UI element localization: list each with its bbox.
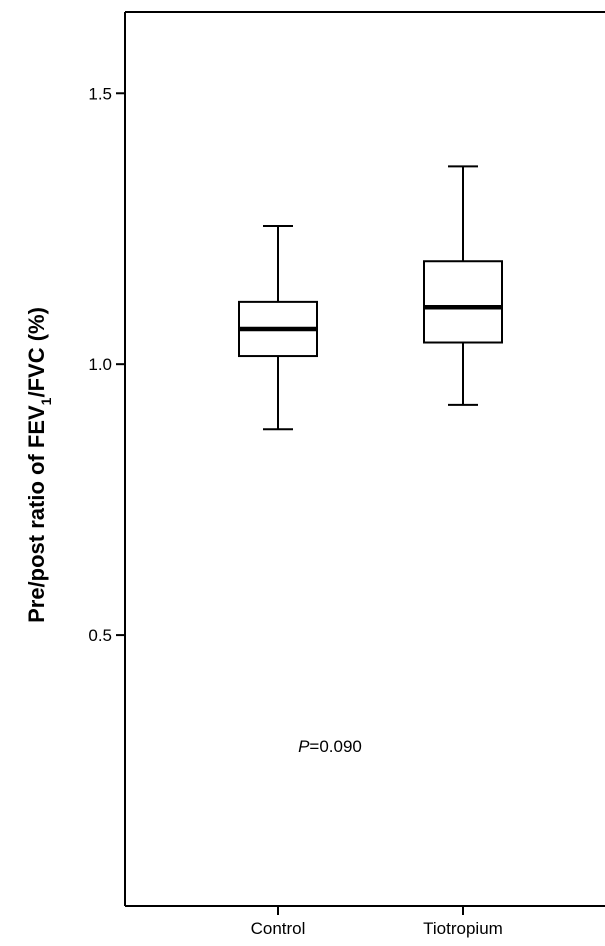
y-axis-label-suffix: /FVC (%): [24, 307, 49, 397]
y-axis-ticks: 0.5 1.0 1.5: [88, 84, 125, 645]
box-control: [238, 225, 318, 431]
x-tick-label: Tiotropium: [423, 919, 503, 938]
box-series: [238, 165, 503, 431]
x-axis-ticks: Control Tiotropium: [251, 906, 503, 938]
y-tick-label: 1.0: [88, 355, 112, 374]
y-axis-label: Pre/post ratio of FEV1/FVC (%): [24, 307, 54, 623]
y-tick-label: 1.5: [88, 84, 112, 103]
y-axis-label-prefix: Pre/post ratio of FEV: [24, 405, 49, 623]
iqr-box: [423, 260, 503, 344]
p-value-symbol: P: [298, 737, 310, 756]
box-tiotropium: [423, 165, 503, 406]
y-axis-label-subscript: 1: [38, 397, 54, 405]
y-tick-label: 0.5: [88, 626, 112, 645]
p-value-text: =0.090: [309, 737, 361, 756]
plot-frame: [124, 11, 605, 907]
x-tick-label: Control: [251, 919, 306, 938]
p-value-annotation: P=0.090: [298, 737, 362, 756]
